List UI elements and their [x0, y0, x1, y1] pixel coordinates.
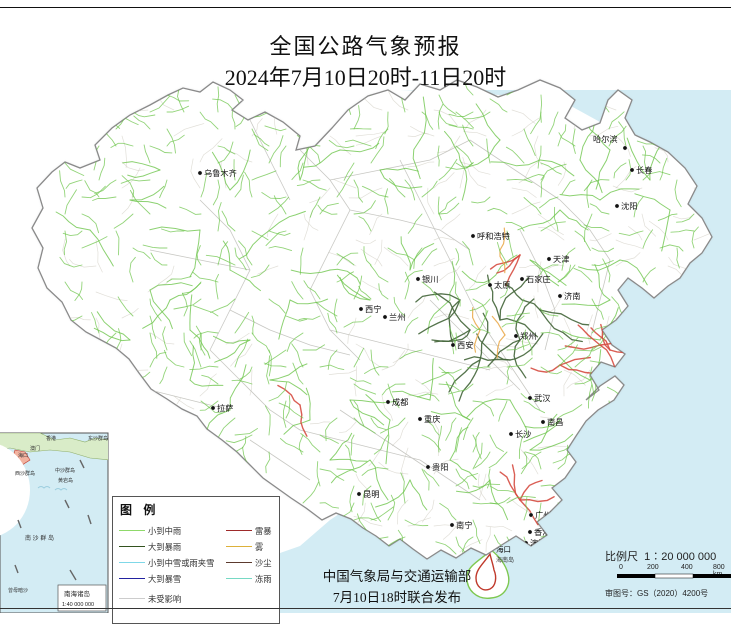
svg-text:郑州: 郑州: [520, 331, 536, 341]
svg-text:重庆: 重庆: [424, 414, 440, 424]
svg-text:拉萨: 拉萨: [217, 403, 233, 413]
svg-text:长春: 长春: [636, 165, 652, 175]
svg-text:济南: 济南: [564, 291, 580, 301]
svg-text:海口: 海口: [18, 452, 28, 459]
svg-text:呼和浩特: 呼和浩特: [477, 231, 510, 241]
svg-text:银川: 银川: [422, 274, 438, 284]
svg-text:南昌: 南昌: [547, 417, 563, 427]
svg-text:太原: 太原: [494, 280, 510, 290]
svg-text:澳门: 澳门: [30, 445, 40, 452]
svg-text:乌鲁木齐: 乌鲁木齐: [204, 168, 237, 178]
svg-text:昆明: 昆明: [363, 490, 379, 499]
svg-text:天津: 天津: [553, 254, 569, 264]
svg-text:沈阳: 沈阳: [621, 201, 637, 211]
svg-text:成都: 成都: [392, 397, 408, 407]
svg-text:石家庄: 石家庄: [526, 274, 551, 284]
svg-text:南海诸岛: 南海诸岛: [64, 589, 90, 598]
svg-text:西安: 西安: [457, 340, 473, 350]
svg-text:南宁: 南宁: [456, 520, 472, 530]
svg-text:南 沙 群 岛: 南 沙 群 岛: [25, 534, 54, 542]
svg-text:黄岩岛: 黄岩岛: [58, 477, 73, 484]
svg-text:武汉: 武汉: [534, 393, 550, 403]
svg-text:西宁: 西宁: [365, 304, 381, 314]
svg-text:海南岛: 海南岛: [496, 556, 514, 564]
svg-text:贵阳: 贵阳: [432, 462, 448, 472]
svg-text:曾母暗沙: 曾母暗沙: [8, 587, 28, 594]
svg-text:中沙群岛: 中沙群岛: [55, 467, 75, 474]
svg-text:西沙群岛: 西沙群岛: [15, 470, 35, 477]
svg-text:长沙: 长沙: [515, 429, 531, 439]
svg-text:哈尔滨: 哈尔滨: [593, 134, 618, 144]
svg-text:香港: 香港: [46, 435, 56, 442]
svg-text:兰州: 兰州: [389, 312, 405, 322]
svg-text:东沙群岛: 东沙群岛: [88, 435, 108, 442]
